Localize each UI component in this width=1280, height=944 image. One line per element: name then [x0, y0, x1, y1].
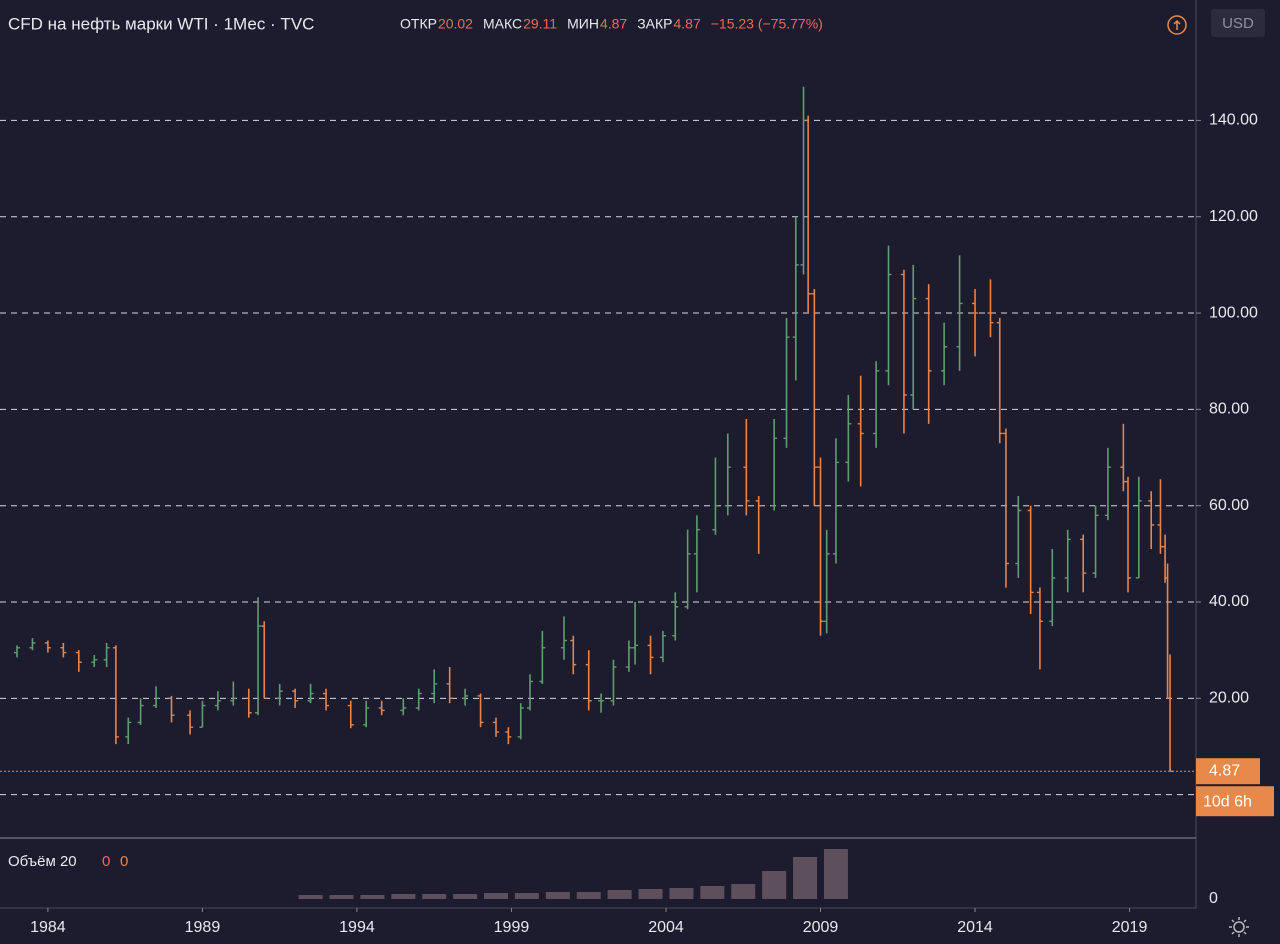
currency-label: USD: [1222, 15, 1254, 32]
ohlc-value: 4.87: [673, 16, 700, 32]
y-tick-label: 120.00: [1209, 208, 1258, 225]
x-tick-label: 2009: [803, 919, 839, 936]
chart-title: CFD на нефть марки WTI · 1Мес · TVC: [8, 14, 314, 33]
ohlc-value: 20.02: [438, 16, 473, 32]
y-tick-label: 80.00: [1209, 401, 1249, 418]
change-value: −15.23 (−75.77%): [711, 16, 823, 32]
volume-bar: [576, 892, 601, 899]
y-tick-label: 20.00: [1209, 690, 1249, 707]
volume-bar: [731, 884, 756, 899]
volume-bar: [514, 893, 539, 899]
x-tick-label: 1984: [30, 919, 66, 936]
volume-legend-value: 0: [102, 853, 110, 870]
volume-bar: [669, 888, 694, 899]
volume-bar: [793, 857, 818, 899]
currency-button[interactable]: [1211, 9, 1265, 37]
ohlc-value: 4.87: [600, 16, 627, 32]
volume-bar: [607, 890, 632, 899]
settings-icon[interactable]: [1229, 917, 1249, 937]
countdown-box: [1196, 786, 1274, 817]
x-tick-label: 2014: [957, 919, 993, 936]
volume-bar: [762, 871, 787, 899]
x-tick-label: 1999: [494, 919, 530, 936]
volume-bar: [453, 894, 478, 899]
volume-bar: [545, 892, 570, 899]
volume-bar: [638, 889, 663, 899]
x-tick-label: 2019: [1112, 919, 1148, 936]
y-tick-label: 140.00: [1209, 112, 1258, 129]
ohlc-label: ОТКР: [400, 16, 437, 32]
x-tick-label: 1994: [339, 919, 375, 936]
ohlc-value: 29.11: [523, 16, 557, 32]
x-tick-label: 2004: [648, 919, 684, 936]
ohlc-label: МАКС: [483, 16, 522, 32]
last-price-box: [1196, 758, 1260, 785]
ohlc-label: ЗАКР: [637, 16, 672, 32]
y-tick-label: 100.00: [1209, 304, 1258, 321]
ohlc-label: МИН: [567, 16, 599, 32]
y-tick-label: 60.00: [1209, 497, 1249, 514]
countdown-label: 10d 6h: [1203, 793, 1252, 810]
x-tick-label: 1989: [185, 919, 221, 936]
volume-tick-label: 0: [1209, 890, 1218, 907]
alert-icon[interactable]: [1167, 15, 1187, 35]
volume-bar: [700, 886, 725, 899]
volume-bar: [484, 893, 509, 899]
volume-bar: [360, 895, 385, 899]
volume-bar: [422, 894, 447, 899]
volume-bar: [298, 895, 323, 899]
volume-bar: [329, 895, 354, 899]
y-tick-label: 40.00: [1209, 593, 1249, 610]
last-price-label: 4.87: [1209, 762, 1240, 779]
volume-bar: [391, 894, 416, 899]
volume-title: Объём 20: [8, 853, 77, 870]
volume-legend-value: 0: [120, 853, 128, 870]
volume-bar: [823, 849, 848, 899]
